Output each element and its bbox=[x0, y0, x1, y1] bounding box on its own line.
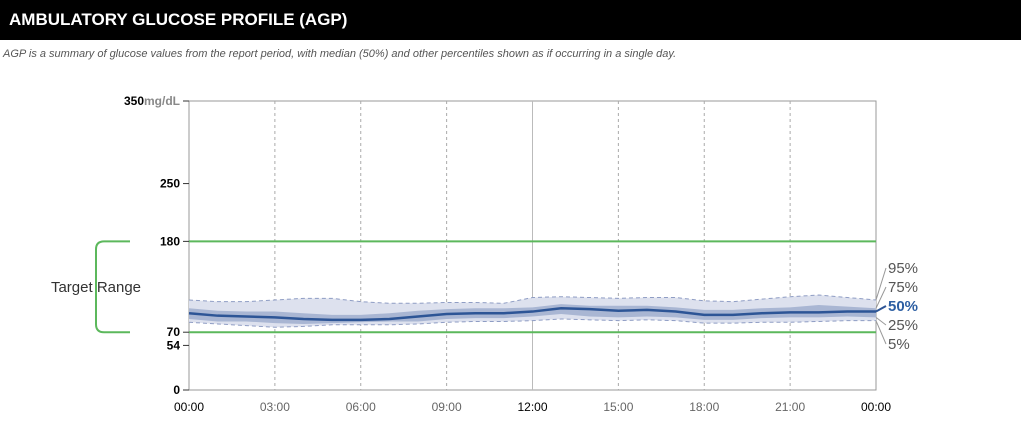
y-tick-label: 0 bbox=[173, 383, 180, 397]
percentile-connector bbox=[875, 305, 887, 313]
percentile-label: 25% bbox=[888, 317, 918, 334]
y-tick-label: 54 bbox=[167, 338, 181, 352]
x-tick-label: 03:00 bbox=[260, 400, 290, 414]
percentile-label: 75% bbox=[888, 279, 918, 296]
target-range-lines bbox=[95, 240, 876, 334]
section-header: AMBULATORY GLUCOSE PROFILE (AGP) bbox=[0, 0, 1021, 40]
line-5 bbox=[188, 318, 876, 328]
percentile-connector bbox=[875, 316, 887, 326]
x-tick-label: 06:00 bbox=[346, 400, 376, 414]
line-95 bbox=[188, 294, 877, 304]
percentile-label: 50% bbox=[888, 298, 918, 315]
x-tick-label: 09:00 bbox=[432, 400, 462, 414]
x-tick-label: 21:00 bbox=[775, 400, 805, 414]
target-range-bracket bbox=[95, 240, 130, 334]
percentile-connector bbox=[875, 320, 887, 345]
y-tick-label: 180 bbox=[160, 234, 180, 248]
y-tick-label: 250 bbox=[160, 177, 180, 191]
line-median bbox=[188, 307, 876, 322]
percentile-bands bbox=[188, 294, 877, 328]
percentile-label: 95% bbox=[888, 260, 918, 277]
target-range-label: Target Range bbox=[51, 279, 141, 296]
chart-description: AGP is a summary of glucose values from … bbox=[3, 48, 677, 60]
label-layer: Target Range 95% 75% 50% 25% 5% bbox=[51, 260, 918, 353]
y-tick-label: 70 bbox=[167, 325, 181, 339]
x-tick-label: 15:00 bbox=[603, 400, 633, 414]
x-tick-label: 12:00 bbox=[517, 400, 547, 414]
percentile-connector bbox=[875, 267, 887, 301]
percentile-label: 5% bbox=[888, 336, 910, 353]
y-tick-label: 350mg/dL bbox=[124, 94, 180, 108]
x-tick-label: 18:00 bbox=[689, 400, 719, 414]
x-tick-label: 00:00 bbox=[861, 400, 891, 414]
x-tick-label: 00:00 bbox=[174, 400, 204, 414]
grid-layer bbox=[188, 100, 877, 391]
percentile-connector bbox=[875, 286, 887, 309]
section-title: AMBULATORY GLUCOSE PROFILE (AGP) bbox=[9, 10, 348, 29]
